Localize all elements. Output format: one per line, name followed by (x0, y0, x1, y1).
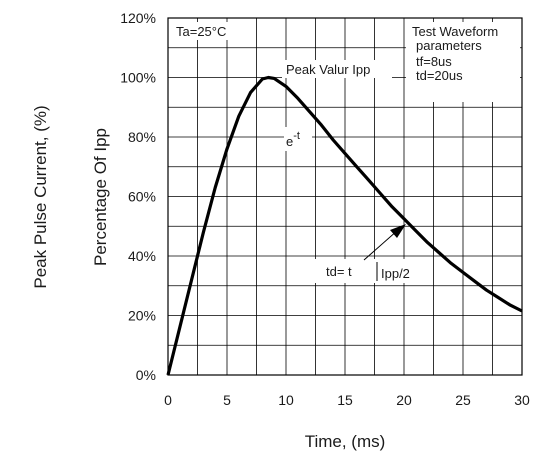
x-tick-label: 10 (278, 392, 294, 408)
tf-parameter: tf=8us (416, 54, 452, 69)
series-line-waveform (166, 75, 523, 376)
x-tick-label: 25 (455, 392, 471, 408)
y-tick-label: 60% (128, 189, 156, 205)
x-tick-label: 0 (164, 392, 172, 408)
y-axis-title: Percentage Of Ipp (91, 128, 110, 266)
x-tick-label: 20 (396, 392, 412, 408)
test-waveform-title: Test Waveform (412, 24, 498, 39)
test-params-bg (406, 22, 520, 102)
plot-frame (167, 17, 523, 376)
ambient-temperature-label: Ta=25°C (176, 24, 226, 39)
peak-value-label: Peak Valur Ipp (286, 62, 370, 77)
td-parameter: td=20us (416, 68, 463, 83)
y-tick-label: 100% (120, 70, 156, 86)
x-tick-label: 30 (514, 392, 530, 408)
td-subscript-label: Ipp/2 (381, 266, 410, 281)
td-pointer-arrow (363, 229, 399, 261)
y-tick-labels: 0% 20% 40% 60% 80% 100% 120% (120, 10, 156, 383)
decay-label-bg (284, 127, 312, 151)
test-waveform-subtitle: parameters (416, 38, 482, 53)
y-tick-label: 40% (128, 248, 156, 264)
ambient-label-bg (171, 22, 255, 40)
y-tick-label: 20% (128, 308, 156, 324)
td-label-bg (312, 259, 414, 283)
x-tick-label: 5 (223, 392, 231, 408)
x-axis-title: Time, (ms) (305, 432, 386, 451)
peak-label-bg (282, 60, 392, 78)
x-tick-label: 15 (337, 392, 353, 408)
decay-function-label: e-t (286, 130, 300, 149)
y-tick-label: 0% (136, 367, 156, 383)
y-axis-outer-title: Peak Pulse Current, (%) (31, 105, 50, 288)
y-tick-label: 120% (120, 10, 156, 26)
y-tick-label: 80% (128, 129, 156, 145)
td-definition-label: td= t (326, 264, 352, 279)
td-pointer-arrowhead (390, 224, 406, 238)
x-tick-labels: 0 5 10 15 20 25 30 (164, 392, 530, 408)
